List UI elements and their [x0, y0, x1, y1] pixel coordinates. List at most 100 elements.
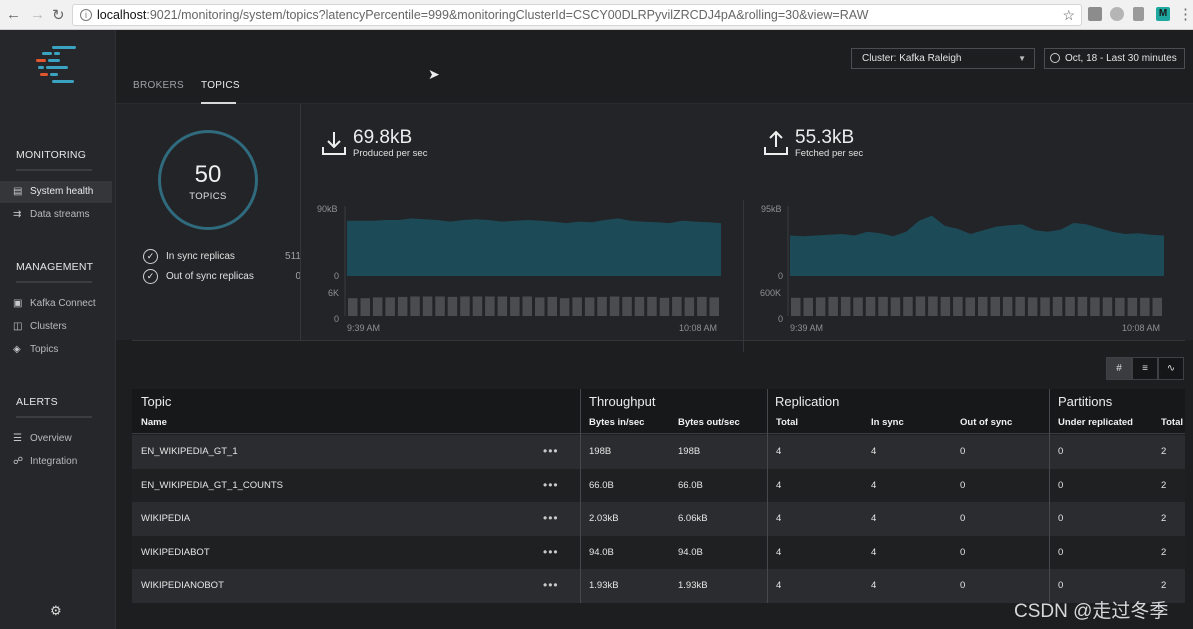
cell-out-of-sync: 0 — [960, 580, 966, 591]
count-bar — [915, 296, 926, 316]
clipboard-extension-icon[interactable] — [1133, 7, 1144, 21]
topic-count-label: TOPICS — [189, 191, 227, 202]
cell-replication-total: 4 — [776, 580, 782, 591]
alerts-heading: ALERTS — [16, 396, 58, 408]
count-bar — [410, 296, 420, 316]
count-bar — [435, 296, 445, 316]
cell-bytes-in: 1.93kB — [589, 580, 619, 591]
logo-icon[interactable] — [34, 46, 78, 92]
cell-out-of-sync: 0 — [960, 479, 966, 491]
upload-icon — [764, 130, 788, 155]
extension-icon[interactable] — [1088, 7, 1102, 21]
line-view-button[interactable]: ∿ — [1158, 357, 1184, 380]
sidebar-item-integration[interactable]: ☍ Integration — [0, 451, 112, 473]
cell-in-sync: 4 — [871, 513, 877, 524]
address-bar[interactable]: i localhost:9021/monitoring/system/topic… — [72, 4, 1082, 26]
count-bar — [840, 296, 851, 316]
cell-topic-name: EN_WIKIPEDIA_GT_1 — [141, 446, 238, 457]
sidebar-item-clusters[interactable]: ◫ Clusters — [0, 316, 112, 338]
row-menu-icon[interactable]: ••• — [543, 544, 559, 559]
count-bar — [853, 297, 863, 316]
cell-partitions-total: 2 — [1161, 513, 1167, 524]
back-icon[interactable]: ← — [6, 6, 21, 23]
count-bar — [1140, 297, 1150, 316]
time-range-button[interactable]: Oct, 18 - Last 30 minutes — [1044, 48, 1185, 69]
col-out-of-sync[interactable]: Out of sync — [960, 417, 1013, 428]
check-icon: ✓ — [143, 269, 158, 284]
alerts-divider — [16, 416, 92, 418]
col-bytes-out[interactable]: Bytes out/sec — [678, 417, 740, 428]
col-name[interactable]: Name — [141, 417, 167, 428]
sidebar-item-label: Data streams — [30, 209, 90, 220]
cell-bytes-in: 2.03kB — [589, 513, 619, 524]
cell-in-sync: 4 — [871, 580, 877, 591]
cell-out-of-sync: 0 — [960, 546, 966, 558]
bookmark-star-icon[interactable]: ☆ — [1062, 7, 1075, 23]
m-extension-icon[interactable]: M — [1156, 7, 1170, 21]
cluster-select[interactable]: Cluster: Kafka Raleigh ▼ — [851, 48, 1035, 69]
in-sync-value: 511 — [285, 251, 301, 262]
layers-icon: ◈ — [13, 344, 21, 355]
cloud-extension-icon[interactable] — [1110, 7, 1124, 21]
produced-chart: 90kB 0 6K 0 9:39 AM 10:08 AM — [314, 200, 724, 340]
col-bytes-in[interactable]: Bytes in/sec — [589, 417, 645, 428]
count-bar — [447, 296, 458, 316]
produced-t-end: 10:08 AM — [679, 323, 718, 333]
grid-view-button[interactable]: # — [1106, 357, 1132, 380]
cell-bytes-out: 6.06kB — [678, 513, 708, 524]
produced-ytop: 90kB — [317, 204, 338, 214]
fetched-label: Fetched per sec — [795, 148, 864, 159]
count-bar — [647, 296, 657, 316]
cell-topic-name: WIKIPEDIANOBOT — [141, 580, 224, 591]
sidebar-item-topics[interactable]: ◈ Topics — [0, 339, 112, 361]
count-bar — [584, 297, 595, 316]
sidebar-item-kafka-connect[interactable]: ▣ Kafka Connect — [0, 293, 112, 315]
cell-replication-total: 4 — [776, 513, 782, 524]
col-partitions-total[interactable]: Total — [1161, 417, 1183, 428]
reload-icon[interactable]: ↻ — [52, 7, 65, 24]
table-row[interactable]: WIKIPEDIA 2.03kB 6.06kB 4 4 0 0 2 ••• — [132, 502, 1185, 536]
check-icon: ✓ — [143, 249, 158, 264]
fetched-t-start: 9:39 AM — [790, 323, 824, 333]
count-bar — [903, 296, 913, 316]
chevron-down-icon: ▼ — [1018, 54, 1026, 63]
gear-icon[interactable]: ⚙ — [50, 603, 62, 618]
table-row[interactable]: EN_WIKIPEDIA_GT_1 198B 198B 4 4 0 0 2 ••• — [132, 435, 1185, 469]
count-bar — [360, 298, 370, 316]
sidebar-item-system-health[interactable]: ▤ System health — [0, 181, 112, 203]
row-menu-icon[interactable]: ••• — [543, 511, 559, 525]
cell-topic-name: WIKIPEDIA — [141, 513, 191, 524]
menu-kebab-icon[interactable]: ⋮ — [1178, 6, 1193, 23]
col-under-replicated[interactable]: Under replicated — [1058, 417, 1133, 428]
clusters-icon: ◫ — [13, 321, 23, 332]
row-menu-icon[interactable]: ••• — [543, 578, 559, 592]
table-row[interactable]: EN_WIKIPEDIA_GT_1_COUNTS 66.0B 66.0B 4 4 0 0 2 •… — [132, 468, 1185, 503]
sidebar-item-overview[interactable]: ☰ Overview — [0, 428, 112, 450]
count-bar — [634, 296, 645, 316]
count-bar — [485, 296, 495, 316]
cell-replication-total: 4 — [776, 446, 782, 457]
count-bar — [1090, 297, 1100, 316]
sidebar: MONITORING ▤ System health ⇉ Data stream… — [0, 30, 116, 629]
cell-under-replicated: 0 — [1058, 580, 1064, 591]
count-bar — [460, 296, 470, 316]
tab-topics[interactable]: TOPICS — [201, 80, 240, 91]
row-menu-icon[interactable]: ••• — [543, 477, 559, 492]
top-bar: BROKERS TOPICS Cluster: Kafka Raleigh ▼ … — [116, 30, 1193, 104]
bar-view-button[interactable]: ≡ — [1132, 357, 1158, 380]
fetched-chart-svg — [787, 206, 1164, 316]
cell-bytes-out: 94.0B — [678, 546, 703, 558]
info-icon[interactable]: i — [80, 9, 92, 21]
count-bar — [472, 296, 483, 316]
row-menu-icon[interactable]: ••• — [543, 444, 559, 458]
table-row[interactable]: WIKIPEDIANOBOT 1.93kB 1.93kB 4 4 0 0 2 ••• — [132, 569, 1185, 603]
table-row[interactable]: WIKIPEDIABOT 94.0B 94.0B 4 4 0 0 2 ••• — [132, 535, 1185, 570]
tab-brokers[interactable]: BROKERS — [133, 80, 185, 91]
forward-icon[interactable]: → — [30, 6, 45, 23]
produced-chart-svg — [344, 206, 721, 316]
col-in-sync[interactable]: In sync — [871, 417, 904, 428]
sidebar-item-data-streams[interactable]: ⇉ Data streams — [0, 204, 112, 226]
out-sync-label: Out of sync replicas — [166, 271, 254, 282]
count-bar — [940, 296, 951, 316]
col-total[interactable]: Total — [776, 417, 798, 428]
